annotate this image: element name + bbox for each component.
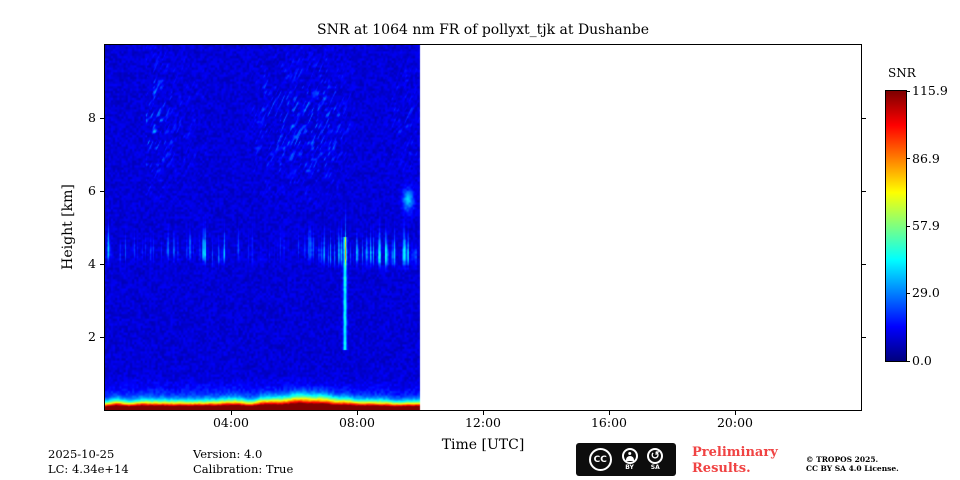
colorbar-tick-mark (907, 90, 910, 92)
preliminary-line2: Results. (692, 461, 751, 476)
y-tick-mark (100, 263, 104, 265)
x-tick-mark (734, 411, 736, 415)
x-tick-label: 08:00 (338, 415, 376, 430)
preliminary-results-label: Preliminary Results. (692, 445, 778, 477)
lidar-constant-label: LC: 4.34e+14 (48, 462, 129, 476)
cc-icon-text: CC (593, 454, 607, 465)
copyright-line2: CC BY SA 4.0 License. (806, 464, 899, 473)
colorbar-canvas (886, 91, 906, 361)
plot-area (104, 44, 862, 411)
x-axis-label: Time [UTC] (441, 437, 525, 453)
by-column: BY (621, 448, 638, 471)
colorbar-tick-label: 29.0 (912, 285, 940, 301)
colorbar-tick-label: 86.9 (912, 150, 940, 166)
calibration-label: Calibration: True (193, 462, 294, 476)
y-tick-mark (100, 336, 104, 338)
copyright-line1: © TROPOS 2025. (806, 455, 879, 464)
colorbar-tick-label: 0.0 (912, 353, 932, 368)
copyright-label: © TROPOS 2025. CC BY SA 4.0 License. (806, 455, 899, 473)
by-person-icon (621, 448, 638, 464)
date-label: 2025-10-25 (48, 447, 115, 461)
cc-by-sa-badge: CC BY ↺ SA (576, 443, 676, 476)
preliminary-line1: Preliminary (692, 445, 778, 460)
colorbar (885, 90, 907, 362)
sa-column: ↺ SA (647, 448, 664, 471)
x-tick-mark (608, 411, 610, 415)
x-tick-mark (230, 411, 232, 415)
y-tick-mark-right (862, 190, 866, 192)
x-tick-mark (482, 411, 484, 415)
x-tick-label: 20:00 (716, 415, 754, 430)
y-tick-mark-right (862, 263, 866, 265)
cc-icon: CC (588, 448, 612, 471)
chart-title: SNR at 1064 nm FR of pollyxt_tjk at Dush… (317, 22, 649, 38)
colorbar-tick-mark (907, 225, 910, 227)
sa-label: SA (650, 464, 660, 471)
x-tick-label: 12:00 (464, 415, 502, 430)
colorbar-tick-mark (907, 360, 910, 362)
sa-arrow-glyph: ↺ (650, 448, 660, 462)
x-tick-mark (356, 411, 358, 415)
y-tick-label: 4 (88, 256, 96, 271)
sa-arrow-icon: ↺ (647, 448, 664, 464)
version-label: Version: 4.0 (193, 447, 263, 461)
colorbar-label: SNR (888, 66, 916, 80)
colorbar-tick-label: 115.9 (912, 83, 948, 98)
colorbar-tick-mark (907, 158, 910, 160)
y-tick-mark (100, 190, 104, 192)
y-tick-mark-right (862, 117, 866, 119)
x-tick-label: 16:00 (590, 415, 628, 430)
y-tick-label: 6 (88, 183, 96, 198)
colorbar-tick-label: 57.9 (912, 218, 940, 234)
heatmap-canvas (105, 45, 861, 410)
colorbar-tick-mark (907, 292, 910, 294)
y-tick-mark-right (862, 336, 866, 338)
y-tick-mark (100, 117, 104, 119)
y-tick-label: 2 (88, 329, 96, 344)
by-label: BY (625, 464, 634, 471)
y-tick-label: 8 (88, 110, 96, 125)
x-tick-label: 04:00 (212, 415, 250, 430)
